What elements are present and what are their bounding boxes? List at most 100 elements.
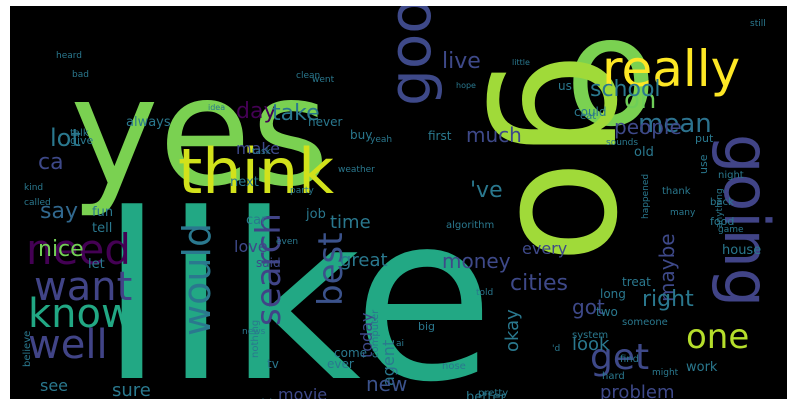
word-put-79: put <box>695 132 714 145</box>
word-tv-70: tv <box>267 357 279 371</box>
word-anything-104: anything <box>715 188 725 228</box>
word-would-12: would <box>175 223 219 336</box>
word-cloud-canvas: yes o like go think good really going need want kn… <box>10 6 787 399</box>
word-even-98: even <box>276 237 298 247</box>
word-much-27: much <box>466 123 522 147</box>
word-car-52: car <box>246 213 267 228</box>
word-search-13: search <box>249 213 289 326</box>
word-clean-109: clean <box>296 71 320 81</box>
word-new-43: new <box>366 372 407 396</box>
word-pretty-88: pretty <box>478 388 508 399</box>
word-always-56: always <box>126 115 171 130</box>
word-something-68: something <box>224 397 288 399</box>
word-let-53: let <box>88 257 105 272</box>
word-work-64: work <box>686 360 718 375</box>
word-news-115: news <box>242 327 266 337</box>
word-party-99: party <box>290 186 314 196</box>
word-sure-46: sure <box>112 380 151 399</box>
word-love-49: love <box>234 237 268 256</box>
word-kind-116: kind <box>24 183 43 193</box>
word-look-40: look <box>572 334 610 355</box>
word-right-36: right <box>642 287 694 312</box>
word-long-66: long <box>600 287 626 301</box>
word-say-23: say <box>40 199 78 224</box>
word-nose-90: nose <box>442 361 466 372</box>
word-great-37: great <box>340 250 388 271</box>
word-hope-108: hope <box>456 81 476 90</box>
word-live-20: live <box>442 49 481 74</box>
word-yeah-111: yeah <box>370 135 392 145</box>
word-algorithm-84: algorithm <box>446 220 494 231</box>
word-come-71: come <box>334 346 367 360</box>
word-got-39: got <box>572 295 605 319</box>
word-sounds-102: sounds <box>606 138 638 148</box>
word-ai-118: ai <box>396 339 404 349</box>
word-think-4: think <box>178 135 334 208</box>
word-back-82: back <box>710 197 734 208</box>
word-really-6: really <box>602 40 740 98</box>
word-cities-34: cities <box>510 271 568 296</box>
word-called-117: called <box>24 198 51 208</box>
word-use-80: use <box>697 154 710 174</box>
word-next-54: next <box>230 175 259 190</box>
word-need-8: need <box>26 225 131 274</box>
word-okay-38: okay <box>502 309 523 352</box>
word-said-73: said <box>256 256 281 270</box>
word-talk-77: talk <box>70 128 89 139</box>
word-system-85: system <box>572 330 608 341</box>
word-nothing-94: nothing <box>250 320 261 358</box>
word-school-19: school <box>590 77 661 102</box>
word-good-5: good <box>376 6 444 106</box>
word-movie-48: movie <box>278 385 327 399</box>
word-hard-91: hard <box>602 371 625 382</box>
word-game-105: game <box>718 225 744 235</box>
word-little-107: little <box>512 58 530 67</box>
word-task-100: task <box>252 147 272 157</box>
word-big-92: big <box>418 320 435 333</box>
word-could-61: could <box>574 105 607 119</box>
word-agent-42: agent <box>379 340 398 386</box>
word-like-2: like <box>100 166 494 399</box>
word-well-11: well <box>28 322 108 368</box>
word-go-3: go <box>481 52 679 264</box>
word-someone-86: someone <box>622 317 668 328</box>
word-know-10: know <box>28 291 134 337</box>
word-see-47: see <box>40 376 68 395</box>
word-maybe-35: maybe <box>655 233 679 302</box>
word-heard-113: heard <box>56 51 82 61</box>
word-one-16: one <box>686 317 749 357</box>
word-weather-101: weather <box>338 165 375 175</box>
word-night-83: night <box>718 170 744 181</box>
word-every-33: every <box>522 239 567 258</box>
word-buy-58: buy <box>350 128 372 142</box>
word-two-65: two <box>596 305 618 319</box>
word-better-67: better <box>466 390 506 399</box>
word-fun-51: fun <box>92 205 113 220</box>
word-thank-81: thank <box>662 186 691 197</box>
word-many-97: many <box>670 208 696 218</box>
word-today-41: today <box>357 313 376 359</box>
word-ca-22: ca <box>38 150 64 175</box>
word-happened-103: happened <box>641 174 651 219</box>
word-time-31: time <box>330 212 371 233</box>
word-lot-21: lot <box>50 124 81 152</box>
word-went-110: went <box>312 75 335 85</box>
word-find-87: find <box>620 354 639 365</box>
word-computer-95: computer <box>370 309 381 358</box>
word-oh-18: oh <box>624 85 656 115</box>
word-first-59: first <box>428 129 452 143</box>
word-eat-78: eat <box>580 111 596 122</box>
word-tell-50: tell <box>92 221 112 236</box>
word-bad-112: bad <box>72 70 89 80</box>
word-ever-72: ever <box>327 357 354 371</box>
word-ve-28: 've <box>470 178 503 203</box>
word-mean-17: mean <box>638 109 712 139</box>
word-o-1: o <box>565 6 657 160</box>
word-idea-114: idea <box>208 103 225 112</box>
word-told-96: told <box>476 288 493 298</box>
word-best-14: best <box>311 232 351 306</box>
word-house-63: house <box>722 243 761 258</box>
word-going-7: going <box>710 134 783 307</box>
word-still-106: still <box>750 19 766 29</box>
